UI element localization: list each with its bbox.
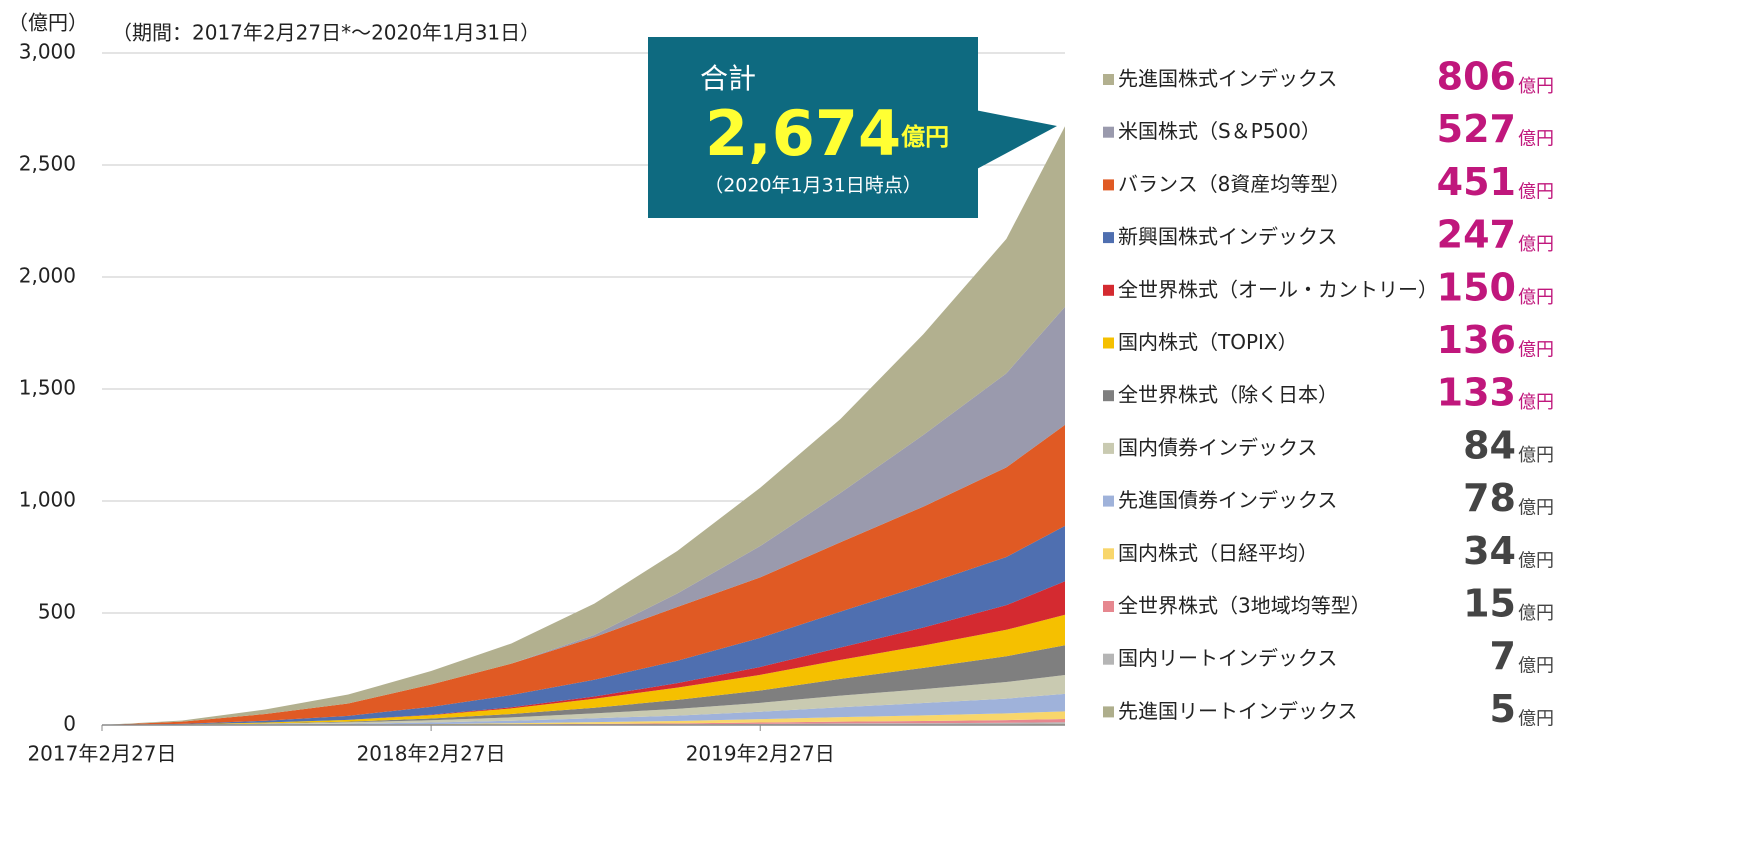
callout-value-number: 2,674 (705, 97, 901, 170)
legend-swatch (1103, 390, 1114, 402)
legend-swatch (1103, 548, 1114, 560)
legend-swatch (1103, 179, 1114, 191)
y-tick-label: 3,000 (19, 40, 76, 64)
x-tick-label: 2018年2月27日 (357, 742, 506, 766)
legend-unit: 億円 (1518, 287, 1554, 308)
x-tick-label: 2017年2月27日 (27, 742, 176, 766)
legend-swatch (1103, 495, 1114, 507)
area (102, 711, 1065, 725)
legend-label: 国内株式（日経平均） (1118, 541, 1318, 565)
callout-pointer (975, 110, 1057, 170)
legend-swatch (1103, 337, 1114, 349)
area (102, 614, 1065, 725)
y-tick-label: 1,000 (19, 488, 76, 512)
legend-unit: 億円 (1518, 340, 1554, 361)
legend-value: 5 (1490, 687, 1516, 731)
legend-value: 247 (1437, 213, 1516, 257)
legend-unit: 億円 (1518, 234, 1554, 255)
legend-swatch (1103, 601, 1114, 612)
area (102, 645, 1065, 725)
x-tick-label: 2019年2月27日 (686, 742, 835, 766)
legend-label: 国内リートインデックス (1118, 646, 1337, 670)
legend-value: 527 (1437, 107, 1516, 151)
legend-unit: 億円 (1518, 656, 1554, 677)
legend-label: 国内債券インデックス (1118, 435, 1317, 459)
subtitle: （期間：2017年2月27日*～2020年1月31日） (112, 21, 540, 45)
legend-swatch (1103, 653, 1114, 665)
y-tick-label: 0 (63, 712, 76, 736)
area (102, 424, 1065, 725)
legend-unit: 億円 (1518, 76, 1554, 97)
area (102, 718, 1065, 725)
area (102, 693, 1065, 725)
legend-value: 133 (1437, 371, 1516, 415)
legend-unit: 億円 (1518, 603, 1554, 624)
callout-note: （2020年1月31日時点） (704, 175, 922, 197)
y-axis-label: （億円） (8, 11, 88, 35)
legend-unit: 億円 (1518, 392, 1554, 413)
legend-unit: 億円 (1518, 498, 1554, 519)
area (102, 581, 1065, 725)
callout-unit: 億円 (901, 123, 949, 151)
callout-title: 合計 (700, 62, 756, 95)
legend-value: 34 (1463, 529, 1516, 573)
callout-value: 2,674億円 (705, 97, 949, 170)
legend-label: 全世界株式（除く日本） (1118, 383, 1338, 407)
legend-label: 米国株式（S＆P500） (1118, 119, 1321, 143)
legend-label: 新興国株式インデックス (1118, 225, 1337, 249)
legend-swatch (1103, 232, 1114, 244)
legend-unit: 億円 (1518, 129, 1554, 150)
legend-swatch (1103, 284, 1114, 296)
legend-value: 451 (1437, 160, 1516, 204)
area (102, 126, 1065, 726)
legend-swatch (1103, 706, 1114, 718)
legend-value: 84 (1463, 423, 1516, 467)
y-tick-label: 2,000 (19, 264, 76, 288)
legend-value: 150 (1437, 265, 1516, 309)
y-tick-label: 1,500 (19, 376, 76, 400)
legend-value: 806 (1437, 55, 1516, 99)
callout-box (648, 37, 978, 218)
legend-label: 先進国債券インデックス (1118, 488, 1337, 512)
legend-value: 7 (1490, 634, 1516, 678)
legend-unit: 億円 (1518, 181, 1554, 202)
legend-unit: 億円 (1518, 445, 1554, 466)
legend-label: 国内株式（TOPIX） (1118, 330, 1298, 354)
legend-unit: 億円 (1518, 550, 1554, 571)
area (102, 306, 1065, 725)
legend-value: 136 (1437, 318, 1516, 362)
area (102, 525, 1065, 725)
legend-label: 全世界株式（オール・カントリー） (1118, 277, 1438, 301)
legend-swatch (1103, 442, 1114, 454)
legend-label: 先進国株式インデックス (1118, 67, 1337, 91)
y-tick-label: 2,500 (19, 152, 76, 176)
legend-label: バランス（8資産均等型） (1118, 172, 1350, 196)
legend-unit: 億円 (1518, 708, 1554, 729)
area (102, 675, 1065, 725)
legend-swatch (1103, 126, 1114, 138)
legend-swatch (1103, 74, 1114, 85)
legend-label: 全世界株式（3地域均等型） (1118, 594, 1371, 618)
legend-label: 先進国リートインデックス (1118, 699, 1357, 723)
y-tick-label: 500 (38, 600, 76, 624)
legend-value: 78 (1463, 476, 1516, 520)
legend-value: 15 (1463, 582, 1516, 626)
